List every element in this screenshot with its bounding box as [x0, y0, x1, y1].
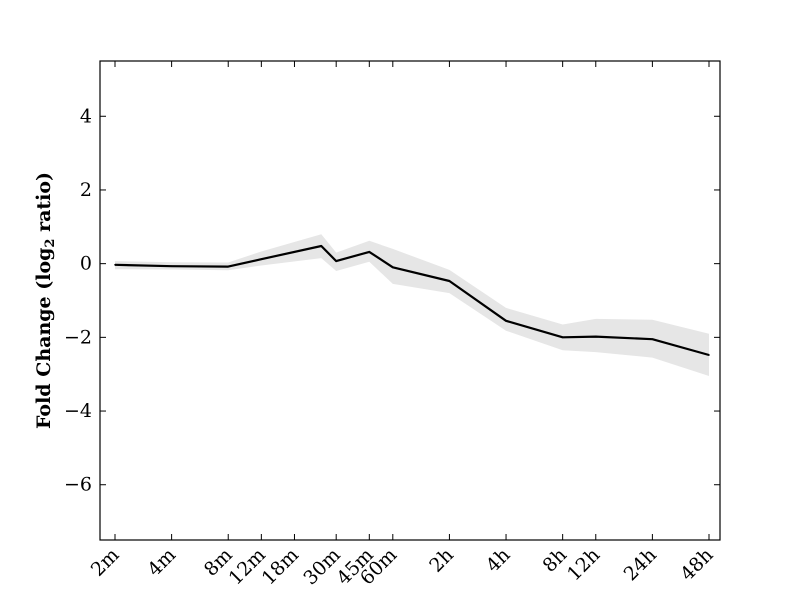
- data-point-0-4: [320, 245, 323, 247]
- series-line-0: [114, 244, 710, 357]
- data-point-0-1: [170, 265, 173, 268]
- y-tick-label-0: 4: [80, 105, 92, 127]
- data-point-0-5: [335, 260, 338, 262]
- data-point-0-6: [368, 251, 371, 253]
- data-point-0-2: [227, 265, 229, 268]
- x-tick-label-3: 12m: [224, 544, 269, 589]
- y-axis-label: Fold Change (log2 ratio): [33, 172, 58, 429]
- data-point-0-0: [114, 264, 116, 266]
- data-point-0-10: [561, 336, 564, 339]
- data-point-0-11: [595, 335, 597, 338]
- x-tick-label-13: 48h: [676, 544, 717, 585]
- y-tick-label-4: −4: [64, 400, 92, 422]
- data-point-0-12: [651, 338, 654, 341]
- data-point-0-3: [260, 258, 263, 261]
- y-tick-label-5: −6: [64, 474, 92, 496]
- x-tick-label-1: 4m: [143, 544, 180, 581]
- x-tick-label-11: 12h: [563, 544, 604, 585]
- data-point-0-9: [505, 320, 507, 322]
- x-tick-label-12: 24h: [620, 544, 661, 585]
- x-tick-label-9: 4h: [482, 544, 515, 577]
- plot-frame: [99, 60, 721, 541]
- x-tick-label-4: 18m: [258, 544, 303, 589]
- y-tick-label-1: 2: [80, 179, 92, 201]
- y-tick-label-3: −2: [64, 326, 92, 348]
- data-point-0-8: [448, 280, 451, 282]
- data-point-0-13: [708, 354, 710, 356]
- data-point-0-7: [392, 266, 394, 269]
- confidence-band-0: [115, 234, 709, 376]
- x-tick-label-8: 2h: [425, 544, 458, 577]
- x-tick-label-5: 30m: [299, 544, 344, 589]
- y-tick-label-2: 0: [80, 253, 92, 275]
- x-tick-label-0: 2m: [87, 544, 124, 581]
